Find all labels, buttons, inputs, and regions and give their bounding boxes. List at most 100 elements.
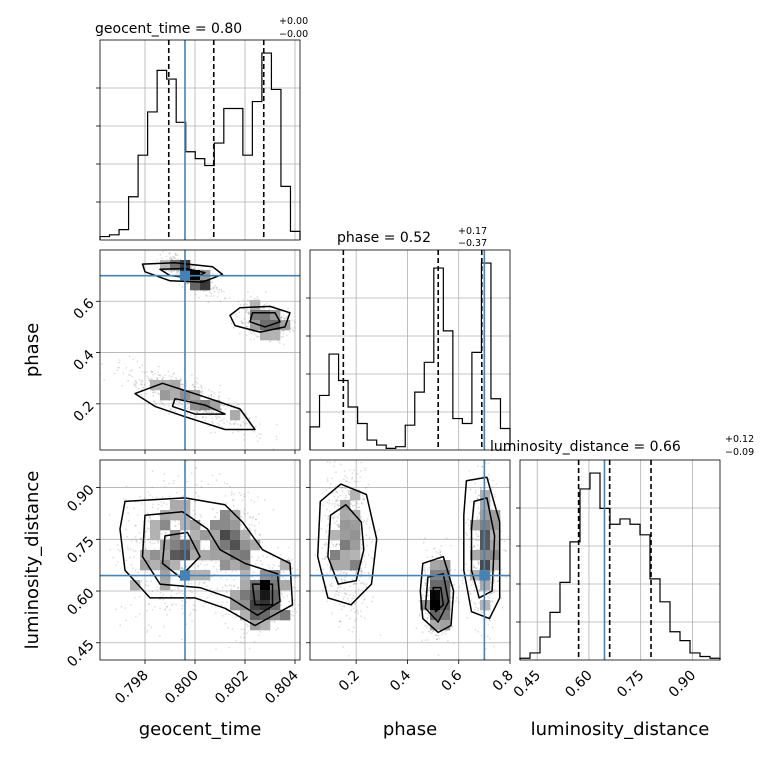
sample-point [286, 594, 289, 597]
density-cell [340, 510, 351, 521]
sample-point [301, 320, 303, 322]
sample-point [473, 602, 476, 604]
sample-point [478, 590, 481, 593]
sample-point [244, 513, 246, 515]
sample-point [200, 525, 202, 528]
sample-point [237, 423, 240, 426]
sample-point [165, 255, 168, 258]
sample-point [131, 369, 134, 372]
sample-point [279, 604, 282, 606]
sample-point [250, 524, 253, 526]
sample-point [330, 541, 333, 544]
sample-point [325, 529, 328, 532]
y-tick-label: 0.90 [64, 482, 97, 515]
sample-point [240, 424, 242, 426]
sample-point [432, 630, 434, 633]
ylabel-phase: phase [22, 323, 43, 377]
sample-point [200, 480, 203, 483]
contour-line [470, 497, 496, 599]
sample-point [321, 547, 324, 549]
sample-point [204, 410, 207, 413]
sample-point [350, 503, 353, 505]
sample-point [194, 609, 197, 612]
sample-point [360, 461, 362, 464]
sample-point [495, 483, 498, 485]
sample-point [178, 588, 180, 591]
density-cell [490, 510, 501, 521]
sample-point [160, 400, 162, 402]
sample-point [130, 539, 133, 542]
sample-point [170, 258, 173, 261]
sample-point [425, 549, 428, 552]
sample-point [187, 282, 190, 285]
sample-point [200, 385, 203, 388]
sample-point [474, 567, 477, 569]
sample-point [174, 252, 177, 255]
sample-point [460, 569, 463, 571]
sample-point [343, 577, 346, 579]
sample-point [232, 423, 235, 426]
density-cell [260, 610, 271, 621]
sample-point [500, 568, 502, 571]
sample-point [245, 311, 248, 313]
sample-point [129, 556, 131, 559]
sample-point [171, 270, 174, 273]
sample-point [355, 582, 358, 585]
histogram-phase [309, 262, 511, 450]
sample-point [185, 380, 188, 383]
sample-point [165, 613, 168, 616]
sample-point [477, 539, 480, 542]
sample-point [179, 378, 182, 381]
sample-point [336, 503, 339, 506]
sample-point [361, 570, 364, 572]
sample-point [170, 578, 173, 580]
sample-point [290, 566, 293, 569]
sample-point [348, 490, 350, 493]
sample-point [134, 525, 137, 527]
sample-point [243, 495, 246, 498]
sample-point [356, 609, 359, 612]
sample-point [129, 548, 132, 551]
sample-point [261, 308, 264, 310]
sample-point [240, 320, 243, 322]
sample-point [209, 414, 212, 417]
sample-point [424, 564, 426, 566]
sample-point [185, 565, 188, 568]
sample-point [335, 471, 337, 474]
sample-point [421, 631, 424, 634]
sample-point [146, 512, 149, 515]
sample-point [444, 632, 447, 635]
sample-point [203, 564, 206, 566]
sample-point [491, 600, 494, 603]
sample-point [477, 544, 479, 547]
sample-point [424, 571, 427, 574]
sample-point [240, 494, 242, 496]
sample-point [493, 493, 495, 496]
sample-point [118, 366, 120, 369]
sample-point [152, 391, 154, 394]
sample-point [326, 508, 329, 511]
sample-point [256, 559, 259, 562]
sample-point [488, 473, 491, 476]
sample-point [280, 316, 283, 319]
sample-point [282, 571, 285, 574]
density-cell [350, 490, 361, 501]
sample-point [239, 641, 242, 644]
sample-point [229, 485, 231, 488]
sample-point [422, 587, 425, 590]
sample-point [434, 547, 436, 550]
sample-point [488, 619, 491, 621]
sample-point [208, 395, 210, 397]
sample-point [201, 391, 204, 394]
title-geocent-time: geocent_time = 0.80 +0.00 −0.00 [95, 16, 308, 40]
sample-point [436, 638, 438, 641]
sample-point [218, 518, 221, 520]
sample-point [273, 621, 276, 623]
sample-point [438, 637, 441, 640]
sample-point [255, 518, 257, 521]
density-cell [340, 540, 351, 551]
hist-panel-geocent_time [96, 39, 301, 241]
sample-point [200, 516, 203, 518]
sample-point [275, 629, 277, 631]
sample-point [284, 317, 286, 320]
